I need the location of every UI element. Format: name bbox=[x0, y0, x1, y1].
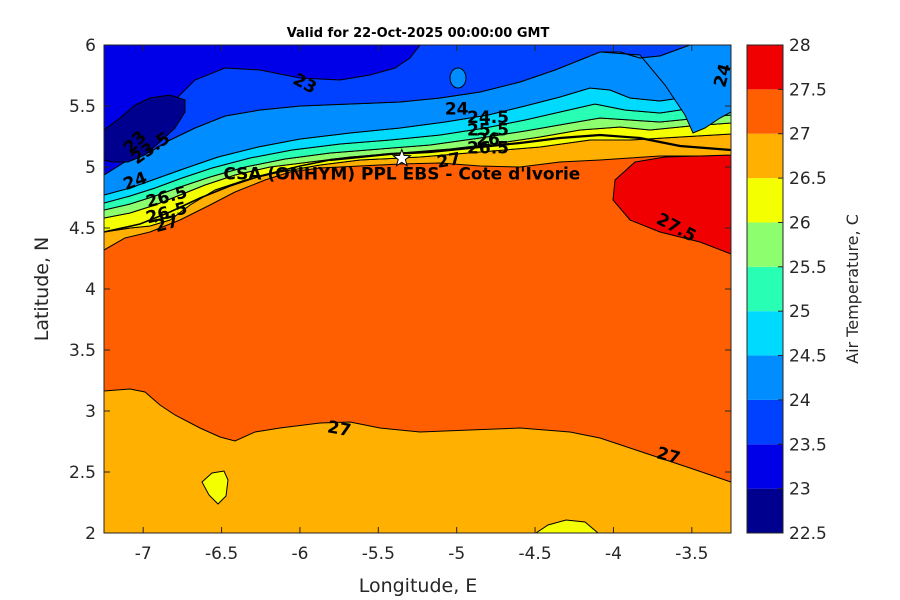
y-tick-label: 4 bbox=[85, 280, 96, 300]
colorbar-ticks: 22.5 23 23.5 24 24.5 25 25.5 26 26.5 27 27.5 28 bbox=[778, 36, 827, 544]
x-tick-label: -5.5 bbox=[362, 544, 395, 564]
colorbar-swatch bbox=[747, 89, 783, 134]
x-tick-label: -3.5 bbox=[675, 544, 708, 564]
y-tick-label: 5 bbox=[85, 158, 96, 178]
x-axis-label: Longitude, E bbox=[359, 575, 478, 597]
contour-label: 26.5 bbox=[467, 139, 509, 159]
colorbar-swatch bbox=[747, 399, 783, 445]
colorbar-swatch bbox=[747, 178, 783, 223]
band-27.5-28-east bbox=[612, 154, 731, 255]
colorbar-tick-label: 22.5 bbox=[789, 524, 827, 544]
colorbar bbox=[747, 45, 783, 533]
colorbar-swatch bbox=[747, 355, 783, 400]
coastline bbox=[329, 133, 731, 162]
colorbar-tick-label: 23.5 bbox=[789, 435, 827, 455]
x-axis-ticks: -7 -6.5 -6 -5.5 -5 -4.5 -4 -3.5 bbox=[135, 45, 708, 564]
colorbar-tick-label: 23 bbox=[789, 480, 811, 500]
colorbar-swatch bbox=[747, 45, 783, 90]
y-tick-label: 3 bbox=[85, 402, 96, 422]
colorbar-tick-label: 25.5 bbox=[789, 258, 827, 278]
contour-label: 26 bbox=[476, 130, 500, 150]
colorbar-tick-label: 28 bbox=[789, 36, 811, 56]
colorbar-tick-label: 24 bbox=[789, 391, 811, 411]
colorbar-frame bbox=[746, 44, 784, 534]
contour-fill-layer bbox=[104, 45, 731, 533]
colorbar-tick-label: 24.5 bbox=[789, 347, 827, 367]
x-tick-label: -6 bbox=[291, 544, 308, 564]
x-tick-label: -4.5 bbox=[518, 544, 551, 564]
y-tick-label: 2.5 bbox=[69, 463, 96, 483]
x-tick-label: -6.5 bbox=[205, 544, 238, 564]
colorbar-swatch bbox=[747, 266, 783, 312]
contour-label: 24.5 bbox=[467, 108, 509, 128]
y-tick-label: 6 bbox=[85, 36, 96, 56]
y-tick-label: 5.5 bbox=[69, 97, 96, 117]
star-icon bbox=[391, 148, 412, 167]
band-26-26.5-patch-south bbox=[535, 519, 599, 533]
colorbar-tick-label: 27 bbox=[789, 125, 811, 145]
colorbar-swatch bbox=[747, 488, 783, 533]
colorbar-swatch bbox=[747, 222, 783, 267]
y-tick-label: 4.5 bbox=[69, 219, 96, 239]
coastline-west bbox=[104, 159, 331, 233]
site-label: CSA (ONHYM) PPL EBS - Cote d'Ivorie bbox=[223, 164, 580, 184]
band-22.5-23-patch bbox=[104, 94, 186, 163]
band-26.5-27-south bbox=[104, 388, 731, 533]
colorbar-label: Air Temperature, C bbox=[843, 214, 862, 364]
x-tick-label: -7 bbox=[135, 544, 152, 564]
colorbar-swatch bbox=[747, 133, 783, 179]
y-tick-label: 2 bbox=[85, 524, 96, 544]
y-axis-label: Latitude, N bbox=[31, 237, 53, 342]
site-marker-group: CSA (ONHYM) PPL EBS - Cote d'Ivorie bbox=[223, 148, 580, 184]
colorbar-tick-label: 27.5 bbox=[789, 80, 827, 100]
contour-label: 25.5 bbox=[467, 120, 509, 140]
y-tick-label: 3.5 bbox=[69, 341, 96, 361]
colorbar-tick-label: 25 bbox=[789, 302, 811, 322]
colorbar-swatch bbox=[747, 311, 783, 356]
colorbar-tick-label: 26.5 bbox=[789, 169, 827, 189]
contour-label: 27 bbox=[435, 149, 462, 173]
contour-label: 27 bbox=[326, 417, 353, 441]
colorbar-swatch bbox=[747, 444, 783, 489]
colorbar-tick-label: 26 bbox=[789, 213, 811, 233]
x-tick-label: -4 bbox=[605, 544, 622, 564]
band-24-24.5-island bbox=[449, 67, 467, 89]
contour-label: 24 bbox=[445, 100, 469, 120]
chart-title: Valid for 22-Oct-2025 00:00:00 GMT bbox=[287, 26, 550, 41]
y-axis-ticks: 2 2.5 3 3.5 4 4.5 5 5.5 6 bbox=[69, 36, 731, 544]
x-tick-label: -5 bbox=[448, 544, 465, 564]
band-24-24.5-east bbox=[599, 45, 731, 134]
band-26-26.5-patch-west bbox=[201, 470, 229, 505]
